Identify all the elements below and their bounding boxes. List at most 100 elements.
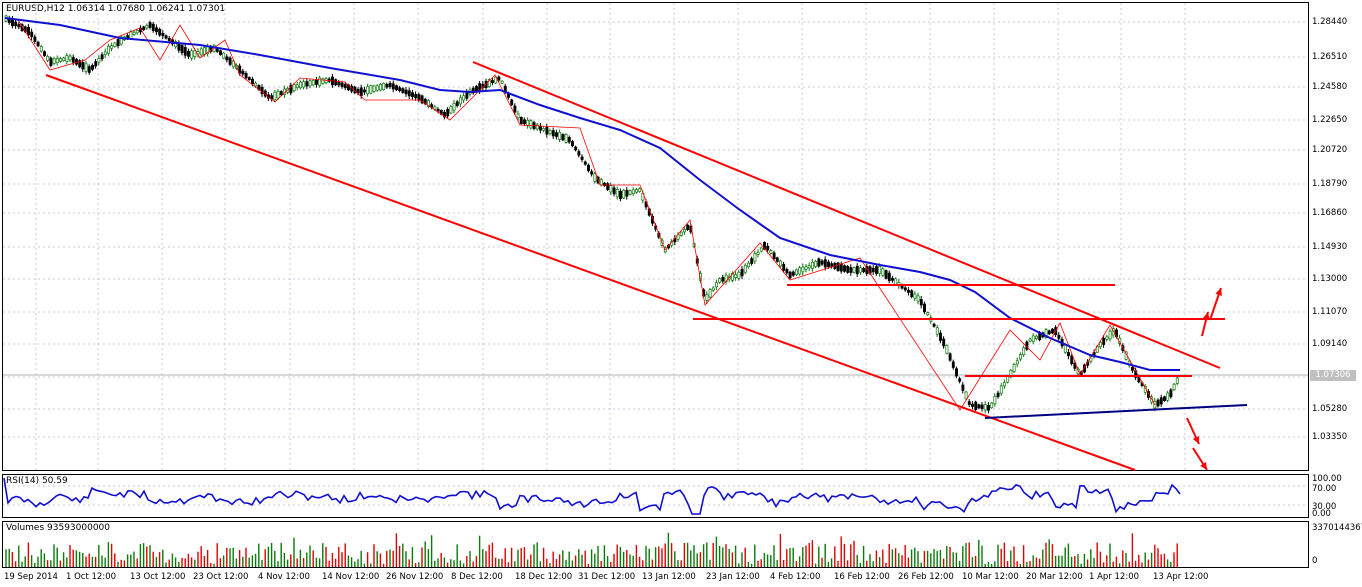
candle-body xyxy=(183,47,187,56)
time-tick-label: 31 Dec 12:00 xyxy=(578,572,636,582)
rsi-tick-100: 100.00 xyxy=(1312,474,1342,484)
candle-body xyxy=(113,42,117,47)
candle-body xyxy=(599,179,603,186)
candle-body xyxy=(401,88,405,93)
candle-body xyxy=(308,80,312,87)
rsi-tick-70: 70.00 xyxy=(1312,484,1337,494)
candle-body xyxy=(241,70,245,75)
candle-body xyxy=(1015,360,1019,365)
candle-body xyxy=(993,396,997,405)
candle-body xyxy=(279,91,283,96)
candle-body xyxy=(260,86,264,95)
candle-body xyxy=(737,271,741,279)
candle-body xyxy=(903,287,907,291)
candle-body xyxy=(574,146,578,151)
candle-body xyxy=(27,26,30,36)
candle-body xyxy=(734,274,738,278)
candle-body xyxy=(151,23,155,32)
candle-body xyxy=(436,108,440,112)
candle-body xyxy=(894,278,898,285)
price-tick-label: 1.18790 xyxy=(1312,179,1348,189)
candle-body xyxy=(862,267,866,273)
candle-body xyxy=(686,224,690,231)
candle-body xyxy=(580,156,584,160)
candle-body xyxy=(1105,336,1109,340)
candle-body xyxy=(276,90,280,99)
candle-body xyxy=(366,86,370,95)
time-tick-label: 18 Dec 12:00 xyxy=(515,572,573,582)
candle-body xyxy=(462,95,466,101)
candle-body xyxy=(756,251,760,255)
candle-body xyxy=(110,45,114,49)
candle-body xyxy=(1108,330,1112,340)
candle-body xyxy=(987,404,990,411)
candle-body xyxy=(551,130,555,137)
candle-body xyxy=(555,132,558,137)
candle-body xyxy=(180,44,184,54)
candle-body xyxy=(545,126,549,135)
candle-body xyxy=(340,82,344,87)
candle-body xyxy=(446,108,450,117)
candle-body xyxy=(190,50,194,59)
candle-body xyxy=(958,378,962,382)
price-tick-label: 1.24580 xyxy=(1312,82,1348,92)
candle-body xyxy=(292,84,296,92)
candle-body xyxy=(878,266,882,274)
zigzag-indicator xyxy=(17,19,1156,411)
candle-body xyxy=(916,295,920,302)
candle-body xyxy=(708,289,712,298)
price-chart-pane[interactable]: EURUSD,H12 1.06314 1.07680 1.06241 1.073… xyxy=(2,2,1309,471)
candle-body xyxy=(875,266,878,274)
candle-body xyxy=(337,81,341,86)
candle-body xyxy=(891,277,894,281)
candle-body xyxy=(1022,347,1026,356)
candle-body xyxy=(49,57,53,66)
candle-body xyxy=(52,58,56,64)
candle-body xyxy=(100,54,104,60)
rsi-pane[interactable]: RSI(14) 50.59 xyxy=(2,474,1309,518)
price-tick-label: 1.20720 xyxy=(1312,145,1348,155)
candle-body xyxy=(907,289,910,293)
candle-body xyxy=(289,84,293,94)
candle-body xyxy=(388,82,392,88)
candle-body xyxy=(359,87,363,96)
candle-body xyxy=(558,131,562,140)
candle-body xyxy=(427,100,430,108)
candle-body xyxy=(497,76,501,81)
candle-body xyxy=(542,128,546,131)
candle-body xyxy=(1031,335,1035,342)
candle-body xyxy=(750,258,754,264)
candle-body xyxy=(519,117,523,124)
candle-body xyxy=(254,82,258,87)
time-tick-label: 13 Oct 12:00 xyxy=(130,572,186,582)
candle-body xyxy=(974,401,978,411)
candle-body xyxy=(222,52,226,59)
time-tick-label: 1 Oct 12:00 xyxy=(66,572,117,582)
down-arrow-short xyxy=(1186,417,1200,445)
candle-body xyxy=(510,99,514,106)
candle-body xyxy=(1070,355,1074,365)
candle-body xyxy=(455,101,459,107)
candle-body xyxy=(84,63,88,72)
time-tick-label: 1 Apr 12:00 xyxy=(1089,572,1140,582)
rising-support-line xyxy=(984,404,1248,419)
price-tick-label: 1.11070 xyxy=(1312,307,1348,317)
price-chart-canvas[interactable] xyxy=(0,0,1310,472)
candle-body xyxy=(430,104,434,108)
candle-body xyxy=(199,48,203,56)
candle-body xyxy=(919,299,923,306)
candle-body xyxy=(155,27,158,33)
candle-body xyxy=(747,262,750,268)
time-tick-label: 20 Mar 12:00 xyxy=(1026,572,1083,582)
up-arrow-short xyxy=(1201,311,1210,337)
volume-pane[interactable]: Volumes 93593000000 xyxy=(2,521,1309,568)
candle-body xyxy=(1035,335,1038,339)
current-price-flag: 1.07306 xyxy=(1310,370,1356,381)
candle-body xyxy=(820,260,824,265)
candle-body xyxy=(1166,392,1170,401)
candle-body xyxy=(385,84,389,88)
price-tick-label: 1.03350 xyxy=(1312,432,1348,442)
candle-body xyxy=(843,265,846,272)
down-arrow-long xyxy=(1192,447,1208,471)
candle-body xyxy=(955,368,958,377)
